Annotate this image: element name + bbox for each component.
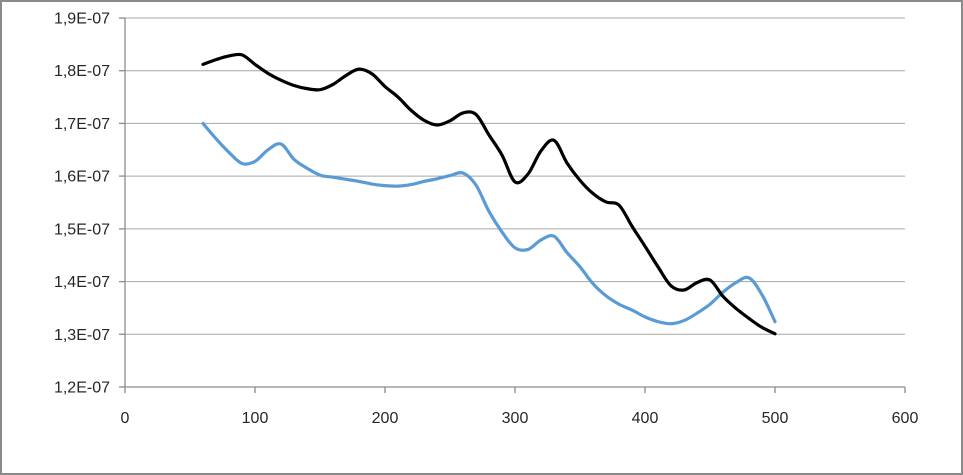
x-tick-label: 200: [372, 410, 399, 427]
y-tick-label: 1,8E-07: [54, 63, 110, 80]
blue-series-line: [201, 121, 777, 326]
y-tick-labels: 1,2E-07 1,3E-07 1,4E-07 1,5E-07 1,6E-07 1,7E-…: [54, 11, 125, 397]
x-tick-label: 0: [121, 410, 130, 427]
y-tick-label: 1,7E-07: [54, 116, 110, 133]
gridlines: [125, 17, 905, 335]
y-tick-label: 1,2E-07: [54, 380, 110, 397]
x-tick-label: 100: [242, 410, 269, 427]
black-series-line: [201, 52, 777, 336]
series-lines: [201, 52, 777, 336]
y-tick-label: 1,3E-07: [54, 327, 110, 344]
x-tick-label: 300: [502, 410, 529, 427]
y-tick-label: 1,5E-07: [54, 221, 110, 238]
x-tick-label: 600: [892, 410, 919, 427]
x-tick-labels: 0 100 200 300 400 500 600: [121, 387, 919, 427]
y-tick-label: 1,4E-07: [54, 274, 110, 291]
x-tick-label: 500: [762, 410, 789, 427]
axes: [124, 18, 905, 388]
x-tick-label: 400: [632, 410, 659, 427]
y-tick-label: 1,6E-07: [54, 169, 110, 186]
y-tick-label: 1,9E-07: [54, 11, 110, 28]
